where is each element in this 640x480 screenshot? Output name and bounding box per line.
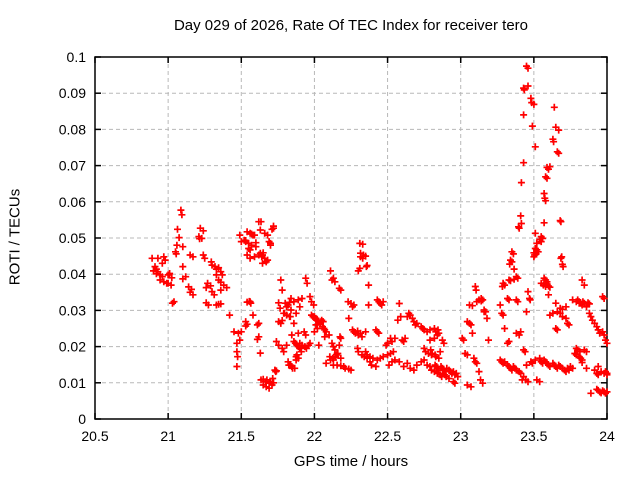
y-tick-label: 0.06 <box>59 194 86 210</box>
y-tick-label: 0.09 <box>59 85 86 101</box>
x-tick-label: 23.5 <box>520 428 547 444</box>
y-tick-label: 0.03 <box>59 302 86 318</box>
y-tick-label: 0.05 <box>59 230 86 246</box>
plot-frame <box>94 56 608 420</box>
y-tick-label: 0.02 <box>59 339 86 355</box>
x-tick-label: 21 <box>160 428 176 444</box>
x-tick-label: 21.5 <box>228 428 255 444</box>
x-tick-label: 24 <box>599 428 615 444</box>
y-tick-labels: 0 0.01 0.02 0.03 0.04 0.05 0.06 0.07 0.08 0.09 0.1 <box>59 49 86 427</box>
data-points <box>148 62 611 397</box>
y-tick-label: 0.07 <box>59 158 86 174</box>
x-tick-label: 22 <box>307 428 323 444</box>
y-tick-label: 0 <box>78 411 86 427</box>
y-tick-label: 0.04 <box>59 266 86 282</box>
x-tick-label: 22.5 <box>374 428 401 444</box>
x-tick-label: 23 <box>453 428 469 444</box>
x-tick-label: 20.5 <box>81 428 108 444</box>
y-tick-label: 0.1 <box>67 49 87 65</box>
x-tick-labels: 20.5 21 21.5 22 22.5 23 23.5 24 <box>81 428 615 444</box>
grid-lines <box>95 57 607 419</box>
x-axis-title: GPS time / hours <box>293 453 409 470</box>
chart-title: Day 029 of 2026, Rate Of TEC Index for r… <box>173 17 529 34</box>
y-tick-label: 0.08 <box>59 121 86 137</box>
y-tick-label: 0.01 <box>59 375 86 391</box>
